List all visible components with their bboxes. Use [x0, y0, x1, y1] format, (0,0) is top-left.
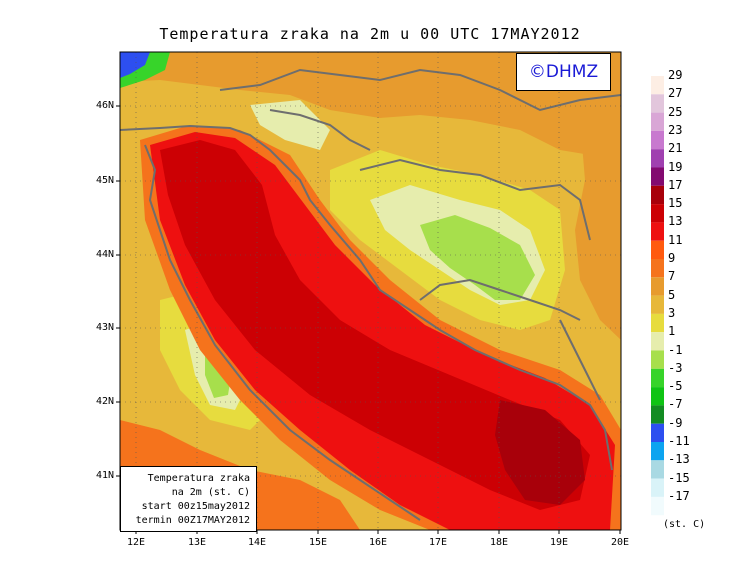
- colorbar-label: 21: [668, 141, 683, 156]
- colorbar-swatch: [651, 387, 664, 406]
- colorbar-swatch: [651, 460, 664, 479]
- colorbar-swatch: [651, 222, 664, 241]
- info-box: Temperatura zraka na 2m (st. C) start 00…: [120, 466, 257, 532]
- colorbar-swatch: [651, 259, 664, 278]
- colorbar-swatch: [651, 295, 664, 314]
- colorbar-swatch: [651, 130, 664, 150]
- colorbar-swatch: [651, 332, 664, 351]
- colorbar-label: 11: [668, 232, 683, 247]
- map-title: Temperatura zraka na 2m u 00 UTC 17MAY20…: [159, 25, 581, 43]
- colorbar: [651, 76, 664, 516]
- field-sea-hot: [495, 400, 585, 505]
- colorbar-label: 15: [668, 196, 683, 211]
- colorbar-swatch: [651, 204, 664, 223]
- colorbar-label: -5: [668, 379, 683, 394]
- colorbar-swatch: [651, 442, 664, 461]
- colorbar-swatch: [651, 405, 664, 424]
- info-box-line3: start 00z15may2012: [141, 501, 250, 512]
- lon-label-13e: 13E: [187, 537, 207, 548]
- colorbar-swatch: [651, 185, 664, 205]
- colorbar-label: 29: [668, 68, 683, 82]
- colorbar-label: 7: [668, 269, 676, 284]
- colorbar-swatch: [651, 496, 664, 516]
- colorbar-swatch: [651, 423, 664, 442]
- colorbar-label: 25: [668, 104, 683, 119]
- temperature-field: [120, 52, 621, 530]
- colorbar-label: 17: [668, 177, 683, 192]
- colorbar-label: -15: [668, 470, 690, 485]
- colorbar-label: -9: [668, 415, 683, 430]
- colorbar-label: 3: [668, 305, 676, 320]
- colorbar-label: 27: [668, 86, 683, 101]
- colorbar-swatch: [651, 94, 664, 113]
- field-sea-warmer: [160, 140, 590, 510]
- colorbar-label: -17: [668, 488, 690, 503]
- lon-label-19e: 19E: [549, 537, 569, 548]
- lon-label-16e: 16E: [368, 537, 388, 548]
- lat-label-41n: 41N: [95, 470, 114, 481]
- colorbar-label: 9: [668, 251, 676, 265]
- lat-label-43n: 43N: [95, 322, 114, 333]
- colorbar-label: -11: [668, 434, 690, 448]
- lon-label-12e: 12E: [126, 537, 146, 548]
- colorbar-swatch: [651, 277, 664, 296]
- gridlines: [120, 52, 621, 530]
- colorbar-label: 5: [668, 287, 676, 302]
- field-cool-north: [250, 100, 330, 150]
- colorbar-unit: (st. C): [663, 519, 706, 530]
- lon-label-20e: 20E: [610, 537, 630, 548]
- lon-label-18e: 18E: [489, 537, 509, 548]
- dhmz-watermark: ©DHMZ: [516, 53, 611, 91]
- colorbar-swatch: [651, 368, 664, 388]
- lat-label-44n: 44N: [95, 249, 114, 260]
- colorbar-swatch: [651, 76, 664, 95]
- colorbar-swatch: [651, 478, 664, 497]
- lat-label-45n: 45N: [95, 175, 114, 186]
- lon-label-14e: 14E: [247, 537, 267, 548]
- colorbar-label: 13: [668, 214, 683, 229]
- info-box-line4: termin 00Z17MAY2012: [135, 515, 250, 526]
- info-box-line1: Temperatura zraka: [147, 473, 250, 484]
- plot-frame: [119, 51, 622, 531]
- lat-label-46n: 46N: [95, 100, 114, 111]
- lon-label-17e: 17E: [428, 537, 448, 548]
- field-coldest-inland: [420, 215, 535, 300]
- colorbar-label: 19: [668, 159, 683, 174]
- lat-label-42n: 42N: [95, 396, 114, 407]
- field-alps-blue: [120, 52, 150, 78]
- lon-label-15e: 15E: [308, 537, 328, 548]
- colorbar-swatch: [651, 112, 664, 131]
- colorbar-label: 1: [668, 324, 676, 339]
- info-box-line2: na 2m (st. C): [171, 487, 250, 498]
- colorbar-swatch: [651, 167, 664, 186]
- borders: [120, 68, 621, 521]
- colorbar-label: -7: [668, 397, 683, 412]
- colorbar-swatch: [651, 350, 664, 369]
- field-east-warm: [560, 60, 621, 340]
- lat-ticks: [116, 105, 120, 477]
- colorbar-swatch: [651, 313, 664, 333]
- colorbar-label: -3: [668, 360, 683, 375]
- colorbar-label: -13: [668, 452, 690, 467]
- colorbar-label: -1: [668, 342, 683, 357]
- colorbar-label: 23: [668, 122, 683, 137]
- colorbar-swatch: [651, 149, 664, 168]
- colorbar-swatch: [651, 240, 664, 259]
